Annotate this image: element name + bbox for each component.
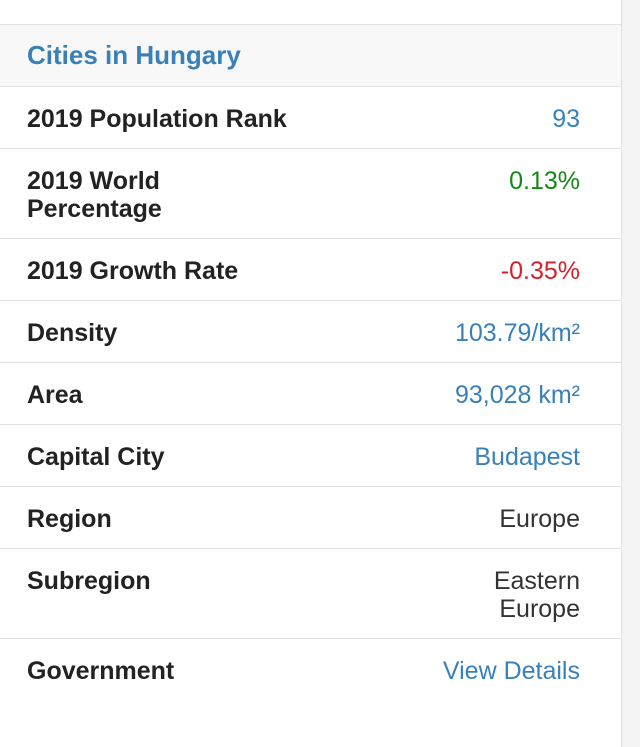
growth-rate-value: -0.35% (500, 257, 580, 285)
row-area: Area 93,028 km² (0, 363, 621, 425)
world-percentage-value: 0.13% (509, 167, 580, 195)
world-percentage-label: 2019 World Percentage (27, 167, 162, 223)
area-label: Area (27, 381, 83, 409)
row-subregion: Subregion Eastern Europe (0, 549, 621, 639)
cities-link[interactable]: Cities in Hungary (27, 40, 241, 70)
capital-city-link[interactable]: Budapest (474, 443, 580, 471)
row-region: Region Europe (0, 487, 621, 549)
row-capital-city: Capital City Budapest (0, 425, 621, 487)
capital-city-label: Capital City (27, 443, 165, 471)
population-rank-label: 2019 Population Rank (27, 105, 287, 133)
population-rank-value: 93 (552, 105, 580, 133)
row-population-rank: 2019 Population Rank 93 (0, 87, 621, 149)
cities-header-row[interactable]: Cities in Hungary (0, 25, 621, 87)
region-value: Europe (499, 505, 580, 533)
government-view-details-link[interactable]: View Details (442, 657, 580, 685)
row-growth-rate: 2019 Growth Rate -0.35% (0, 239, 621, 301)
top-divider (0, 0, 621, 25)
government-label: Government (27, 657, 175, 685)
subregion-value: Eastern Europe (493, 567, 580, 623)
region-label: Region (27, 505, 112, 533)
density-label: Density (27, 319, 118, 347)
subregion-label: Subregion (27, 567, 151, 595)
page-edge-gutter (622, 0, 640, 747)
row-density: Density 103.79/km² (0, 301, 621, 363)
density-value: 103.79/km² (454, 319, 580, 347)
country-info-panel: Cities in Hungary 2019 Population Rank 9… (0, 0, 622, 747)
area-value: 93,028 km² (454, 381, 580, 409)
row-government: Government View Details (0, 639, 621, 701)
row-world-percentage: 2019 World Percentage 0.13% (0, 149, 621, 239)
growth-rate-label: 2019 Growth Rate (27, 257, 239, 285)
